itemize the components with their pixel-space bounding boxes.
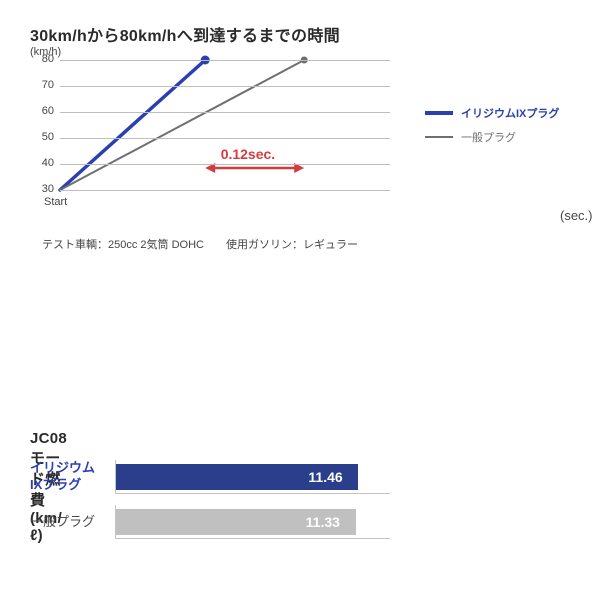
gridline — [60, 86, 390, 87]
gap-annotation: 0.12sec. — [60, 60, 390, 190]
legend-swatch — [425, 111, 453, 115]
gridline — [60, 60, 390, 61]
legend-item: イリジウムIXプラグ — [425, 105, 559, 121]
legend-label: 一般プラグ — [461, 129, 516, 145]
y-tick-label: 50 — [30, 131, 54, 143]
bar-category-label: 一般プラグ — [30, 514, 112, 531]
y-tick-label: 80 — [30, 53, 54, 65]
y-tick-label: 40 — [30, 157, 54, 169]
gridline — [60, 164, 390, 165]
legend-label: イリジウムIXプラグ — [461, 105, 559, 121]
bar-category-label: イリジウムIXプラグ — [30, 460, 112, 494]
x-axis-unit: (sec.) — [560, 208, 593, 223]
legend-swatch — [425, 136, 453, 139]
gridline — [60, 112, 390, 113]
y-tick-label: 60 — [30, 105, 54, 117]
bar-value: 11.33 — [306, 514, 340, 530]
bar-value: 11.46 — [308, 469, 342, 485]
gap-arrow-svg — [60, 60, 390, 190]
gap-label: 0.12sec. — [221, 146, 276, 162]
legend-item: 一般プラグ — [425, 129, 559, 145]
chart1-notes: テスト車輌：250cc 2気筒 DOHC 使用ガソリン：レギュラー — [42, 236, 358, 252]
chart1-plot-area: 0.12sec. 304050607080 — [60, 60, 390, 190]
y-tick-label: 30 — [30, 183, 54, 195]
bar-track: 11.46 — [115, 460, 390, 494]
chart1-title: 30km/hから80km/hへ到達するまでの時間 — [30, 22, 340, 46]
gridline — [60, 190, 390, 191]
bar-track: 11.33 — [115, 505, 390, 539]
start-label: Start — [44, 196, 67, 208]
y-tick-label: 70 — [30, 79, 54, 91]
gridline — [60, 138, 390, 139]
chart1-legend: イリジウムIXプラグ一般プラグ — [425, 105, 559, 153]
